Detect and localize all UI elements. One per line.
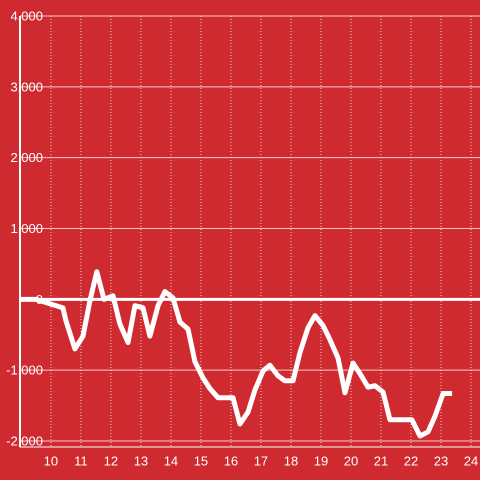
- x-tick-label: 12: [104, 453, 118, 468]
- y-tick-label: 4,000: [10, 8, 43, 23]
- x-tick-label: 17: [254, 453, 268, 468]
- x-tick-label: 24: [464, 453, 478, 468]
- x-tick-label: 13: [134, 453, 148, 468]
- x-tick-label: 21: [374, 453, 388, 468]
- x-tick-label: 18: [284, 453, 298, 468]
- x-tick-label: 16: [224, 453, 238, 468]
- x-tick-label: 23: [434, 453, 448, 468]
- x-tick-label: 19: [314, 453, 328, 468]
- y-tick-label: 2,000: [10, 150, 43, 165]
- x-tick-label: 15: [194, 453, 208, 468]
- x-tick-label: 20: [344, 453, 358, 468]
- y-tick-label: -2,000: [6, 433, 43, 448]
- y-tick-label: -1,000: [6, 363, 43, 378]
- y-tick-label: 3,000: [10, 79, 43, 94]
- data-line: [20, 269, 453, 439]
- x-tick-label: 11: [74, 453, 88, 468]
- x-tick-label: 22: [404, 453, 418, 468]
- x-tick-label: 10: [44, 453, 58, 468]
- y-tick-label: 1,000: [10, 221, 43, 236]
- x-tick-label: 14: [164, 453, 178, 468]
